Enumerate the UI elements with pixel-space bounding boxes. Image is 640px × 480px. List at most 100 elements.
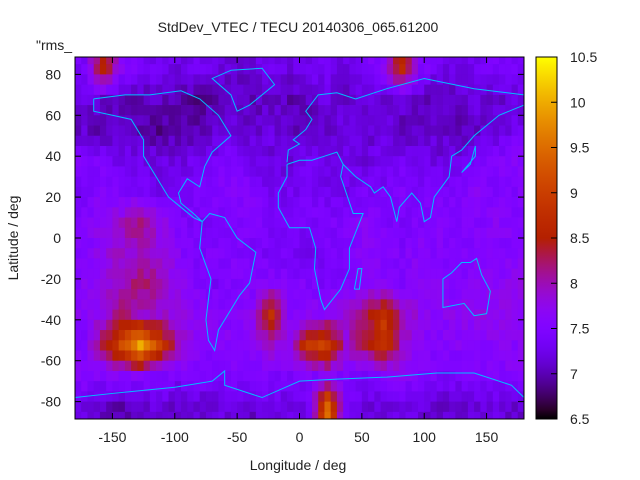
heatmap-cell	[393, 74, 400, 86]
heatmap-cell	[162, 166, 169, 178]
heatmap-cell	[455, 268, 463, 280]
heatmap-cell	[224, 278, 232, 290]
heatmap-cell	[405, 94, 413, 106]
heatmap-cell	[168, 207, 176, 218]
heatmap-cell	[124, 176, 132, 188]
heatmap-cell	[305, 309, 313, 321]
heatmap-cell	[293, 115, 300, 126]
heatmap-cell	[193, 258, 201, 270]
heatmap-cell	[106, 411, 113, 420]
heatmap-cell	[467, 381, 475, 392]
heatmap-cell	[224, 57, 232, 65]
heatmap-cell	[255, 411, 263, 420]
heatmap-cell	[205, 411, 213, 420]
heatmap-cell	[324, 156, 332, 167]
heatmap-cell	[361, 115, 369, 126]
heatmap-cell	[411, 350, 419, 362]
heatmap-cell	[505, 278, 512, 290]
heatmap-cell	[455, 115, 463, 126]
heatmap-cell	[486, 125, 494, 137]
heatmap-cell	[199, 64, 207, 75]
heatmap-cell	[499, 166, 506, 178]
heatmap-cell	[424, 125, 431, 137]
heatmap-cell	[474, 207, 481, 218]
heatmap-cell	[162, 370, 169, 382]
heatmap-cell	[442, 74, 450, 86]
heatmap-cell	[499, 268, 506, 280]
heatmap-cell	[405, 64, 413, 75]
heatmap-cell	[106, 319, 113, 331]
heatmap-cell	[131, 74, 138, 86]
heatmap-cell	[386, 268, 394, 280]
heatmap-cell	[137, 57, 144, 65]
heatmap-cell	[274, 207, 282, 218]
heatmap-cell	[442, 309, 450, 321]
heatmap-cell	[287, 125, 294, 137]
heatmap-cell	[224, 319, 232, 331]
heatmap-cell	[112, 330, 120, 341]
heatmap-cell	[249, 217, 257, 229]
heatmap-cell	[474, 360, 481, 372]
heatmap-cell	[212, 391, 219, 403]
heatmap-cell	[455, 289, 463, 300]
heatmap-cell	[106, 268, 113, 280]
heatmap-cell	[318, 238, 325, 249]
heatmap-cell	[237, 186, 244, 198]
heatmap-cell	[193, 309, 201, 321]
heatmap-cell	[305, 217, 313, 229]
heatmap-cell	[436, 248, 444, 259]
heatmap-cell	[237, 125, 244, 137]
heatmap-cell	[343, 176, 350, 188]
heatmap-cell	[393, 227, 400, 239]
heatmap-cell	[249, 258, 257, 270]
heatmap-cell	[305, 94, 313, 106]
heatmap-cell	[137, 125, 144, 137]
heatmap-cell	[430, 156, 438, 167]
heatmap-cell	[168, 176, 176, 188]
heatmap-cell	[393, 268, 400, 280]
heatmap-cell	[280, 166, 288, 178]
heatmap-cell	[499, 299, 506, 310]
heatmap-cell	[430, 258, 438, 270]
heatmap-cell	[212, 197, 219, 208]
heatmap-cell	[511, 289, 519, 300]
heatmap-cell	[474, 391, 481, 403]
heatmap-cell	[343, 74, 350, 86]
heatmap-cell	[505, 258, 512, 270]
heatmap-cell	[212, 258, 219, 270]
heatmap-cell	[274, 411, 282, 420]
heatmap-cell	[368, 370, 375, 382]
heatmap-cell	[81, 248, 88, 259]
heatmap-cell	[87, 330, 95, 341]
heatmap-cell	[336, 176, 344, 188]
heatmap-cell	[386, 176, 394, 188]
heatmap-cell	[336, 381, 344, 392]
heatmap-cell	[137, 176, 144, 188]
heatmap-cell	[87, 207, 95, 218]
heatmap-cell	[268, 94, 275, 106]
heatmap-cell	[492, 350, 500, 362]
heatmap-cell	[517, 57, 525, 65]
heatmap-cell	[243, 145, 251, 157]
heatmap-cell	[162, 156, 169, 167]
heatmap-cell	[467, 289, 475, 300]
heatmap-cell	[330, 391, 338, 403]
heatmap-cell	[486, 370, 494, 382]
heatmap-cell	[237, 258, 244, 270]
heatmap-cell	[424, 299, 431, 310]
heatmap-cell	[374, 330, 381, 341]
heatmap-cell	[442, 319, 450, 331]
heatmap-cell	[480, 319, 487, 331]
heatmap-cell	[442, 115, 450, 126]
heatmap-cell	[436, 176, 444, 188]
heatmap-cell	[430, 340, 438, 351]
heatmap-cell	[449, 360, 456, 372]
heatmap-cell	[436, 94, 444, 106]
heatmap-cell	[361, 411, 369, 420]
heatmap-cell	[118, 207, 126, 218]
heatmap-cell	[511, 268, 519, 280]
heatmap-cell	[505, 238, 512, 249]
heatmap-cell	[212, 125, 219, 137]
heatmap-cell	[124, 381, 132, 392]
heatmap-cell	[343, 84, 350, 96]
